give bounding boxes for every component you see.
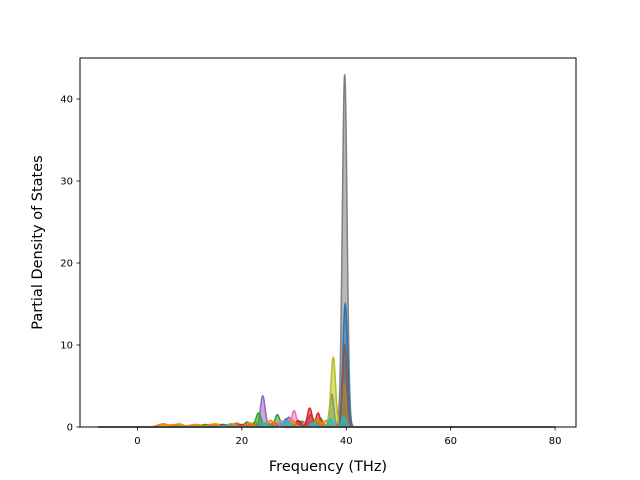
series-fill-3	[98, 345, 556, 427]
x-tick-label: 40	[340, 436, 353, 447]
y-tick-label: 0	[67, 423, 73, 434]
y-axis: 0 10 20 30 40	[60, 95, 80, 434]
y-tick-label: 40	[60, 95, 73, 106]
x-tick-label: 60	[444, 436, 457, 447]
y-tick-label: 10	[60, 341, 73, 352]
series-line-2	[98, 355, 556, 428]
series-line-0	[98, 74, 556, 428]
plot-area	[98, 74, 556, 428]
series-fill-2	[98, 357, 556, 427]
x-tick-label: 80	[549, 436, 562, 447]
x-axis: 0 20 40 60 80	[134, 427, 561, 447]
y-axis-label: Partial Density of States	[30, 155, 46, 329]
series-line-3	[98, 343, 556, 428]
x-axis-label: Frequency (THz)	[269, 459, 387, 475]
series-fill-1	[98, 304, 556, 427]
x-tick-label: 0	[134, 436, 140, 447]
series-fill-0	[98, 74, 556, 428]
series-fill-8	[98, 418, 556, 427]
series-line-1	[98, 301, 556, 428]
axes-frame	[79, 57, 577, 428]
y-tick-label: 20	[60, 259, 73, 270]
x-tick-label: 20	[235, 436, 248, 447]
y-tick-label: 30	[60, 177, 73, 188]
